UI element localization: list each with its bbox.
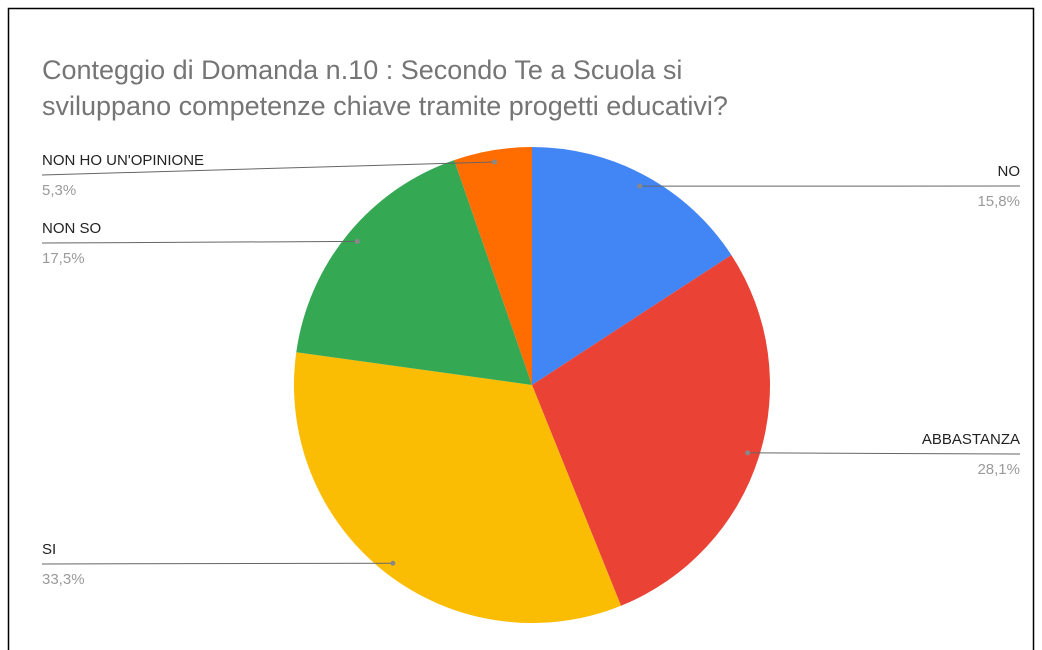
slice-label: NO — [998, 163, 1021, 180]
slice-value-label: 33,3% — [42, 571, 85, 588]
chart-title: Conteggio di Domanda n.10 : Secondo Te a… — [42, 55, 682, 85]
pie-slice — [532, 254, 770, 606]
leader-line — [747, 452, 1021, 455]
pie-slice — [454, 147, 532, 385]
slice-value-label: 28,1% — [977, 461, 1020, 478]
slice-value-label: 5,3% — [42, 182, 76, 199]
leader-dot — [354, 238, 360, 244]
leader-line — [41, 161, 495, 176]
slice-label: SI — [42, 541, 56, 558]
slice-label: ABBASTANZA — [922, 431, 1020, 448]
leader-dot — [745, 450, 751, 456]
leader-dot — [637, 183, 643, 189]
chart-title: sviluppano competenze chiave tramite pro… — [42, 91, 728, 121]
slice-value-label: 15,8% — [977, 193, 1020, 210]
leader-line — [41, 240, 358, 244]
slice-label: NON SO — [42, 220, 101, 237]
leader-line — [41, 562, 393, 565]
leader-dot — [492, 159, 498, 165]
pie-slice — [532, 147, 732, 385]
slice-label: NON HO UN'OPINIONE — [42, 152, 204, 169]
pie-slice — [294, 352, 622, 623]
slice-value-label: 17,5% — [42, 250, 85, 267]
leader-dot — [390, 560, 396, 566]
pie-slice — [296, 160, 532, 385]
